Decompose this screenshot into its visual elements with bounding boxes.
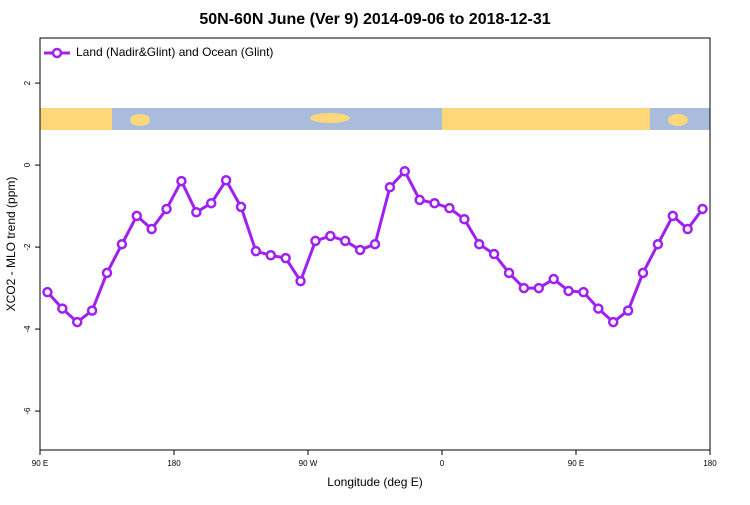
data-point xyxy=(488,248,500,260)
data-point xyxy=(86,305,98,316)
data-point xyxy=(131,210,143,222)
data-point xyxy=(220,175,232,186)
data-point xyxy=(399,165,411,177)
data-point xyxy=(191,206,202,218)
y-tick-label: 0 xyxy=(23,162,32,167)
data-point xyxy=(57,303,68,314)
data-point xyxy=(295,275,306,287)
data-point xyxy=(176,175,187,187)
map-band xyxy=(40,108,710,130)
y-tick-label: -2 xyxy=(23,243,32,251)
chart-title: 50N-60N June (Ver 9) 2014-09-06 to 2018-… xyxy=(199,11,550,28)
data-point xyxy=(503,267,515,279)
data-point xyxy=(310,235,321,247)
y-tick-label: 2 xyxy=(23,80,32,85)
y-tick-label: -6 xyxy=(23,407,32,415)
data-point xyxy=(459,213,470,225)
data-point xyxy=(116,238,128,250)
data-point xyxy=(339,235,351,247)
data-point xyxy=(414,194,425,206)
data-point xyxy=(607,316,619,328)
data-point xyxy=(667,210,679,222)
data-point xyxy=(593,303,604,314)
data-point xyxy=(637,267,649,279)
data-point xyxy=(533,282,545,294)
y-axis-label: XCO2 - MLO trend (ppm) xyxy=(4,177,18,312)
data-point xyxy=(429,197,440,209)
data-point xyxy=(101,267,113,279)
data-point xyxy=(354,244,366,256)
data-point xyxy=(42,286,53,298)
data-point xyxy=(325,230,336,242)
data-point xyxy=(205,197,217,209)
data-point xyxy=(369,238,381,250)
data-point xyxy=(444,202,455,214)
x-tick-label: 0 xyxy=(440,459,445,468)
legend-marker xyxy=(51,47,63,59)
data-point xyxy=(548,273,559,285)
data-point xyxy=(578,286,589,298)
x-tick-label: 180 xyxy=(167,459,181,468)
x-tick-label: 90 W xyxy=(299,459,318,468)
data-point xyxy=(473,238,485,250)
data-point xyxy=(622,305,634,316)
plot-frame xyxy=(39,37,711,451)
data-point xyxy=(682,223,693,235)
data-point xyxy=(697,203,708,215)
data-point xyxy=(563,285,574,297)
x-tick-label: 90 E xyxy=(32,459,48,468)
data-point xyxy=(161,203,172,215)
x-tick-label: 180 xyxy=(703,459,717,468)
data-point xyxy=(250,245,262,257)
x-tick-label: 90 E xyxy=(568,459,584,468)
data-point xyxy=(652,238,664,250)
x-axis-label: Longitude (deg E) xyxy=(327,475,422,489)
legend-label: Land (Nadir&Glint) and Ocean (Glint) xyxy=(76,45,273,59)
y-tick-label: -4 xyxy=(23,325,32,333)
data-point xyxy=(384,181,396,193)
data-point xyxy=(235,201,247,213)
data-point xyxy=(518,282,530,294)
data-point xyxy=(146,223,157,235)
data-point xyxy=(71,316,83,328)
data-point xyxy=(265,250,277,261)
data-point xyxy=(280,252,291,264)
